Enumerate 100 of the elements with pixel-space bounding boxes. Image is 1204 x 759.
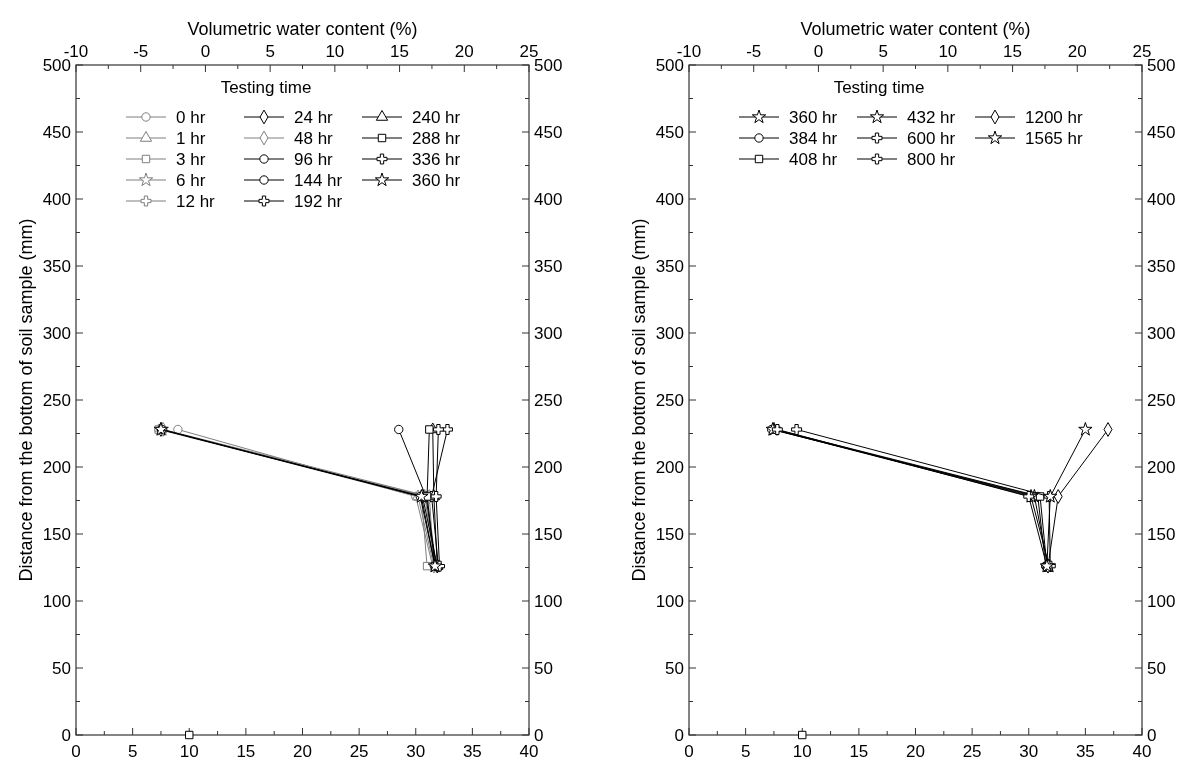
legend-label: 12 hr (176, 192, 216, 211)
x-tick-label: 30 (1019, 742, 1039, 759)
y-tick-label: 150 (42, 525, 71, 544)
x2-axis-title: Volumetric water content (%) (800, 19, 1031, 39)
x-tick-label: 15 (849, 742, 869, 759)
y-tick-label: 0 (61, 726, 71, 745)
y2-tick-label: 350 (1147, 257, 1176, 276)
legend-label: 240 hr (412, 108, 461, 127)
legend-label: 384 hr (789, 129, 838, 148)
x2-tick-label: -5 (746, 42, 762, 61)
y-tick-label: 50 (665, 659, 684, 678)
y-tick-label: 450 (655, 123, 684, 142)
x-tick-label: 40 (519, 742, 539, 759)
y2-tick-label: 0 (1147, 726, 1157, 745)
y-axis-title: Distance from the bottom of soil sample (mm) (16, 218, 36, 582)
x2-tick-label: 10 (325, 42, 345, 61)
x2-tick-label: 15 (390, 42, 410, 61)
y-tick-label: 350 (42, 257, 71, 276)
x-tick-label: 20 (293, 742, 312, 759)
y2-tick-label: 200 (1147, 458, 1176, 477)
legend-label: 432 hr (907, 108, 956, 127)
legend-label: 600 hr (907, 129, 956, 148)
x2-tick-label: -5 (133, 42, 149, 61)
x2-tick-label: 10 (938, 42, 958, 61)
legend-label: 1565 hr (1025, 129, 1083, 148)
x2-tick-label: 15 (1003, 42, 1023, 61)
x-tick-label: 10 (179, 742, 199, 759)
x-tick-label: 30 (406, 742, 426, 759)
legend-label: 360 hr (789, 108, 838, 127)
y2-tick-label: 0 (534, 726, 544, 745)
x-tick-label: 10 (792, 742, 812, 759)
x-tick-label: 25 (349, 742, 369, 759)
legend-label: 408 hr (789, 150, 838, 169)
y2-tick-label: 400 (1147, 190, 1176, 209)
x-tick-label: 15 (236, 742, 256, 759)
legend-label: 288 hr (412, 129, 461, 148)
legend-label: 96 hr (294, 150, 334, 169)
x2-tick-label: 0 (200, 42, 211, 61)
y-tick-label: 300 (655, 324, 684, 343)
y-tick-label: 250 (42, 391, 71, 410)
x2-tick-label: 0 (813, 42, 824, 61)
legend-label: 24 hr (294, 108, 334, 127)
legend-label: 144 hr (294, 171, 343, 190)
x2-axis-title: Volumetric water content (%) (187, 19, 418, 39)
y2-tick-label: 100 (1147, 592, 1176, 611)
y2-tick-label: 50 (534, 659, 553, 678)
legend-label: 800 hr (907, 150, 956, 169)
y2-tick-label: 300 (534, 324, 563, 343)
y-tick-label: 300 (42, 324, 71, 343)
y-tick-label: 200 (42, 458, 71, 477)
x-tick-label: 5 (127, 742, 138, 759)
x-tick-label: 35 (462, 742, 482, 759)
y-tick-label: 100 (42, 592, 71, 611)
y2-tick-label: 250 (534, 391, 563, 410)
y-tick-label: 150 (655, 525, 684, 544)
y2-tick-label: 400 (534, 190, 563, 209)
legend-label: 0 hr (176, 108, 206, 127)
legend-title: Testing time (833, 78, 925, 97)
x2-tick-label: 5 (265, 42, 275, 61)
legend-label: 1 hr (176, 129, 206, 148)
x-tick-label: 35 (1075, 742, 1095, 759)
y2-tick-label: 300 (1147, 324, 1176, 343)
x-tick-label: 5 (740, 742, 751, 759)
y-tick-label: 250 (655, 391, 684, 410)
y2-tick-label: 500 (534, 56, 563, 75)
y-tick-label: 200 (655, 458, 684, 477)
y-tick-label: 450 (42, 123, 71, 142)
y-tick-label: 500 (655, 56, 684, 75)
legend-label: 3 hr (176, 150, 206, 169)
y2-tick-label: 50 (1147, 659, 1166, 678)
y2-tick-label: 150 (534, 525, 563, 544)
x-tick-label: 40 (1132, 742, 1152, 759)
y-tick-label: 350 (655, 257, 684, 276)
x2-tick-label: 20 (454, 42, 474, 61)
legend-label: 192 hr (294, 192, 343, 211)
y-tick-label: 400 (655, 190, 684, 209)
x-tick-label: 20 (906, 742, 925, 759)
y2-tick-label: 200 (534, 458, 563, 477)
legend-label: 360 hr (412, 171, 461, 190)
y-tick-label: 500 (42, 56, 71, 75)
y2-tick-label: 450 (1147, 123, 1176, 142)
y-tick-label: 100 (655, 592, 684, 611)
legend-title: Testing time (220, 78, 312, 97)
y2-tick-label: 350 (534, 257, 563, 276)
y2-tick-label: 100 (534, 592, 563, 611)
y-tick-label: 400 (42, 190, 71, 209)
y-tick-label: 50 (52, 659, 71, 678)
legend-label: 1200 hr (1025, 108, 1083, 127)
y2-tick-label: 150 (1147, 525, 1176, 544)
y2-tick-label: 500 (1147, 56, 1176, 75)
y2-tick-label: 450 (534, 123, 563, 142)
legend-label: 48 hr (294, 129, 334, 148)
y2-tick-label: 250 (1147, 391, 1176, 410)
x2-tick-label: 5 (878, 42, 888, 61)
x2-tick-label: 20 (1067, 42, 1087, 61)
x-tick-label: 25 (962, 742, 982, 759)
legend-label: 336 hr (412, 150, 461, 169)
y-tick-label: 0 (674, 726, 684, 745)
y-axis-title: Distance from the bottom of soil sample (mm) (629, 218, 649, 582)
legend-label: 6 hr (176, 171, 206, 190)
